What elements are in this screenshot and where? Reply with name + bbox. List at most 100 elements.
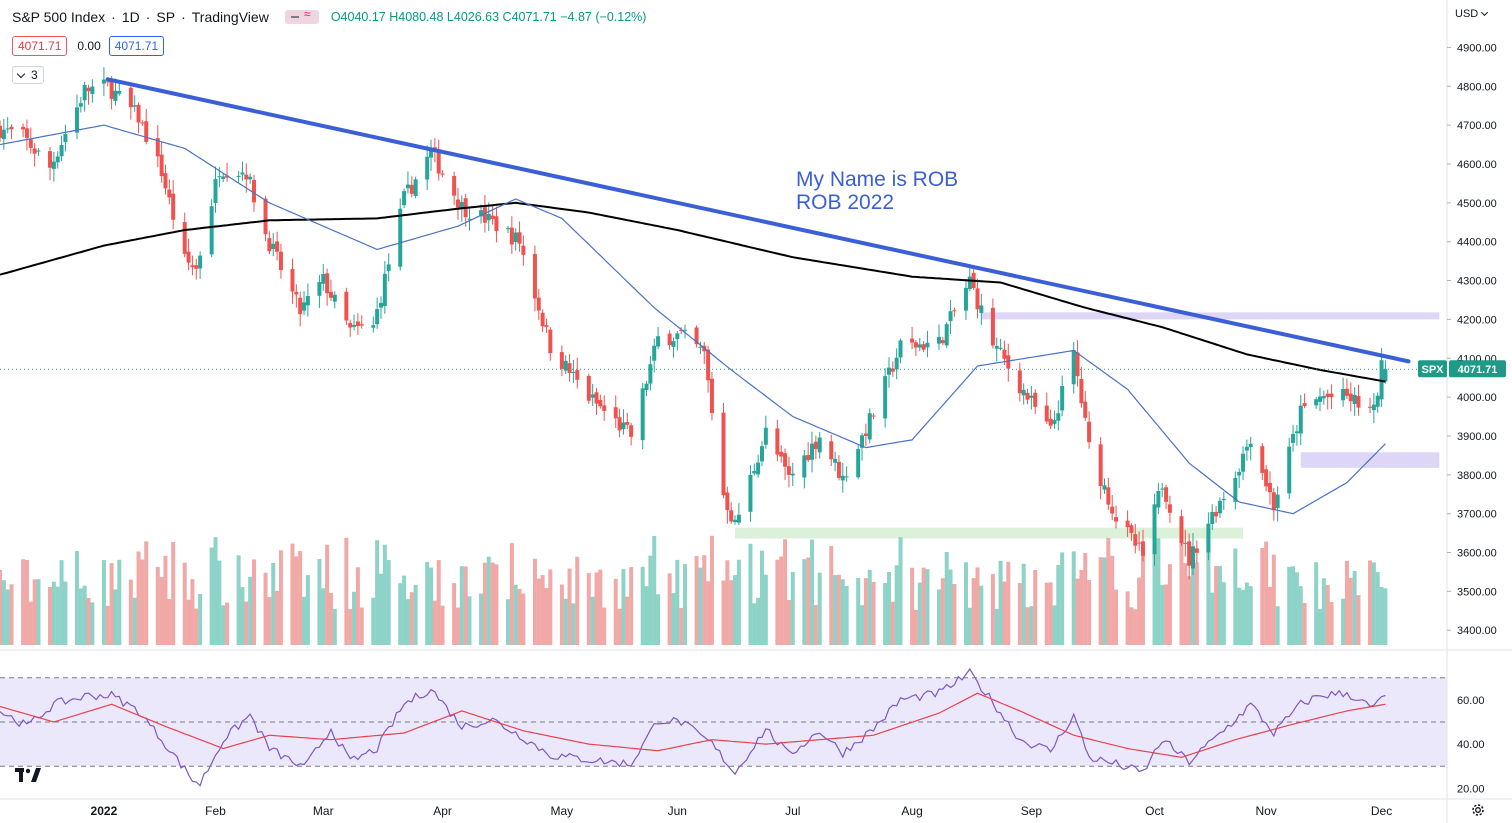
low-value: 4026.63 xyxy=(453,10,500,24)
volume-bar xyxy=(1318,609,1323,645)
candle-body xyxy=(1375,395,1380,407)
candle-body xyxy=(9,126,14,130)
candle-body xyxy=(1241,453,1246,472)
volume-bar xyxy=(198,594,203,645)
candle-body xyxy=(236,175,241,177)
candle-body xyxy=(694,327,699,345)
volume-bar xyxy=(328,593,333,645)
candle-body xyxy=(671,341,676,347)
candle-body xyxy=(248,176,253,180)
interval[interactable]: 1D xyxy=(121,9,140,25)
volume-bar xyxy=(1314,562,1319,645)
tradingview-logo-icon[interactable] xyxy=(15,766,43,784)
candle-body xyxy=(844,476,849,478)
volume-bar xyxy=(1029,606,1034,645)
candle-body xyxy=(28,139,33,148)
volume-bar xyxy=(113,589,118,645)
candle-body xyxy=(698,346,703,348)
rsi-tick-label: 60.00 xyxy=(1457,695,1485,707)
volume-bar xyxy=(756,597,761,645)
volume-bar xyxy=(640,566,645,645)
volume-bar xyxy=(921,567,926,645)
volume-bar xyxy=(586,573,591,645)
candle-body xyxy=(944,324,949,346)
volume-bar xyxy=(894,565,899,645)
collapse-indicators-button[interactable]: 3 xyxy=(12,66,44,84)
volume-bar xyxy=(706,581,711,645)
candle-body xyxy=(1160,488,1165,490)
volume-bar xyxy=(1060,552,1065,645)
candle-body xyxy=(1383,369,1388,382)
volume-bar xyxy=(1210,592,1215,645)
volume-bar xyxy=(479,593,484,645)
candle-body xyxy=(1294,431,1299,434)
candle-body xyxy=(883,376,888,419)
candle-body xyxy=(1075,352,1080,377)
candle-body xyxy=(1287,446,1292,494)
volume-bar xyxy=(840,579,845,645)
candle-body xyxy=(1325,393,1330,397)
candle-body xyxy=(1033,392,1038,407)
time-tick-label: Nov xyxy=(1255,804,1276,818)
volume-bar xyxy=(1056,564,1061,645)
volume-bar xyxy=(409,592,414,645)
volume-bar xyxy=(521,593,526,645)
candle-body xyxy=(1156,490,1161,508)
volume-bar xyxy=(844,585,849,645)
candle-body xyxy=(55,156,60,163)
time-tick-label: 2022 xyxy=(91,804,118,818)
candle-body xyxy=(863,433,868,437)
candle-body xyxy=(182,222,187,254)
candle-body xyxy=(1133,534,1138,546)
volume-bar xyxy=(378,573,383,645)
volume-bar xyxy=(36,579,41,645)
candle-body xyxy=(190,265,195,268)
ohlc-values: O4040.17 H4080.48 L4026.63 C4071.71 −4.8… xyxy=(331,10,647,24)
volume-bar xyxy=(871,581,876,645)
volume-bar xyxy=(5,589,10,645)
volume-bar xyxy=(1271,554,1276,645)
candle-body xyxy=(910,338,915,343)
indicator-value-red: 4071.71 xyxy=(12,36,68,56)
candle-body xyxy=(940,340,945,344)
volume-bar xyxy=(267,597,272,645)
volume-bar xyxy=(559,584,564,645)
candle-body xyxy=(1264,469,1269,487)
candle-body xyxy=(409,184,414,194)
candle-body xyxy=(952,310,957,312)
volume-bar xyxy=(598,569,603,645)
symbol-name[interactable]: S&P 500 Index xyxy=(12,9,106,25)
candle-body xyxy=(963,287,968,311)
volume-bar xyxy=(994,608,999,645)
settings-gear-icon[interactable] xyxy=(1470,802,1486,818)
candle-body xyxy=(948,311,953,322)
candle-body xyxy=(1214,511,1219,517)
volume-bar xyxy=(167,599,172,645)
candle-body xyxy=(752,470,757,474)
candle-body xyxy=(186,251,191,263)
price-tick-label: 4000.00 xyxy=(1457,392,1497,404)
volume-bar xyxy=(1098,557,1103,645)
volume-bar xyxy=(1191,562,1196,645)
candle-body xyxy=(413,179,418,196)
indicator-toggle-icon[interactable] xyxy=(284,7,319,24)
candle-body xyxy=(590,394,595,398)
candle-body xyxy=(1102,485,1107,490)
price-tick-label: 3500.00 xyxy=(1457,586,1497,598)
volume-bar xyxy=(236,555,241,645)
volume-bar xyxy=(563,598,568,645)
candle-body xyxy=(171,193,176,220)
time-tick-label: May xyxy=(551,804,574,818)
collapsed-count: 3 xyxy=(31,68,38,82)
candle-body xyxy=(1244,446,1249,451)
candle-body xyxy=(209,206,214,255)
candle-body xyxy=(567,363,572,373)
volume-bar xyxy=(644,586,649,645)
candle-body xyxy=(317,282,322,296)
candle-body xyxy=(63,134,68,143)
currency-selector[interactable]: USD xyxy=(1455,8,1487,20)
candle-body xyxy=(321,274,326,284)
candle-body xyxy=(1164,487,1169,502)
candle-body xyxy=(332,294,337,302)
